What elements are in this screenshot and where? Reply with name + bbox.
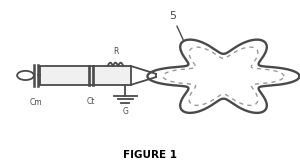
Text: Ct: Ct xyxy=(87,97,95,106)
Text: G: G xyxy=(122,107,128,116)
Text: FIGURE 1: FIGURE 1 xyxy=(123,150,177,160)
Text: R: R xyxy=(113,48,118,56)
Bar xyxy=(40,66,130,85)
Text: Cm: Cm xyxy=(30,98,43,107)
Text: 5: 5 xyxy=(169,11,176,21)
